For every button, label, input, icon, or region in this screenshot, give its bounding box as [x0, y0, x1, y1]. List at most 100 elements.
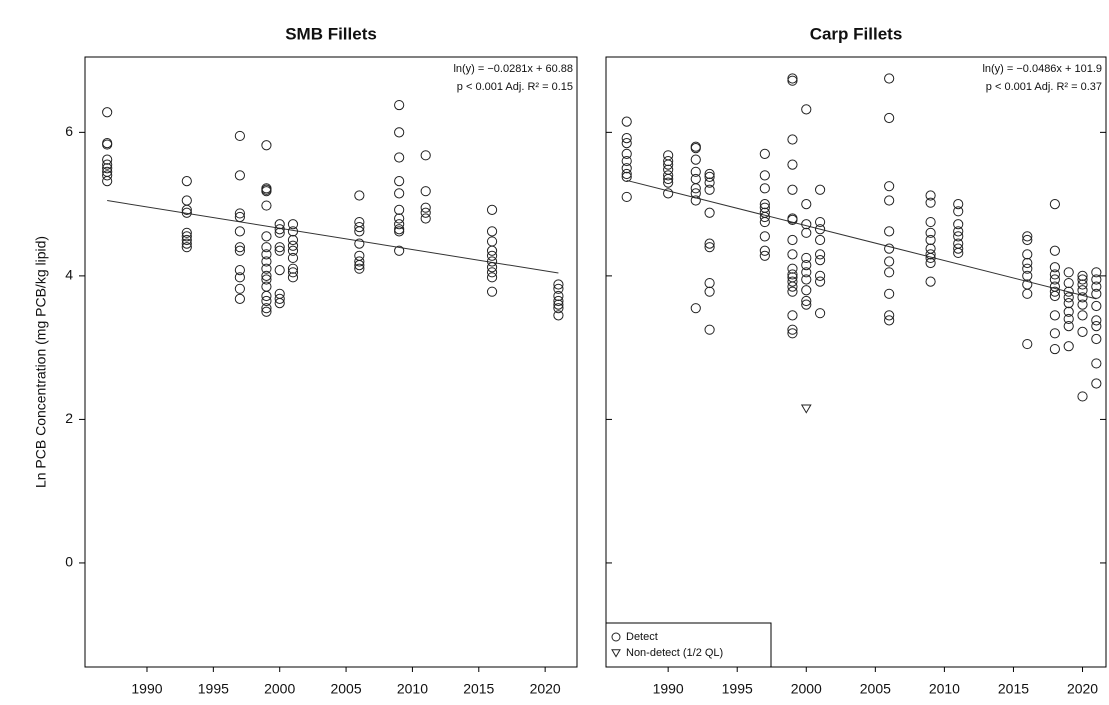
point — [704, 286, 715, 297]
point — [261, 306, 272, 317]
point — [704, 277, 715, 289]
point — [234, 272, 245, 283]
point — [486, 204, 498, 215]
point — [102, 159, 113, 170]
point — [1022, 234, 1033, 246]
point — [690, 143, 701, 154]
point — [884, 181, 895, 192]
point — [801, 274, 812, 285]
point — [787, 134, 798, 145]
point — [621, 132, 632, 144]
point — [261, 200, 272, 211]
y-tick-label: 0 — [65, 554, 73, 570]
point — [1091, 288, 1102, 299]
point — [102, 163, 113, 174]
point — [884, 226, 895, 237]
point — [1049, 328, 1060, 339]
legend-label: Non-detect (1/2 QL) — [626, 647, 723, 659]
point — [801, 295, 812, 307]
point — [394, 245, 405, 256]
point — [884, 315, 895, 326]
point — [1091, 267, 1102, 278]
x-tick-label: 2005 — [860, 681, 891, 697]
point — [953, 243, 964, 254]
point — [1077, 270, 1088, 281]
point — [394, 127, 405, 138]
point — [261, 140, 272, 151]
point — [759, 170, 770, 181]
point — [486, 272, 498, 283]
point — [800, 404, 812, 414]
point — [1077, 299, 1088, 310]
point — [953, 219, 964, 230]
point — [354, 226, 365, 237]
point — [287, 245, 299, 256]
point — [690, 188, 701, 199]
point — [925, 249, 936, 260]
x-tick-label: 1990 — [653, 681, 684, 697]
point — [1091, 315, 1102, 326]
point — [287, 267, 299, 278]
point — [102, 176, 113, 187]
annotation: p < 0.001 Adj. R² = 0.15 — [457, 81, 573, 93]
x-tick-label: 2005 — [330, 681, 361, 697]
point — [394, 152, 405, 163]
point — [486, 262, 498, 273]
point — [814, 308, 826, 319]
point — [787, 310, 798, 321]
point — [787, 276, 798, 287]
point — [621, 171, 632, 182]
point — [814, 234, 826, 246]
point — [1091, 274, 1102, 285]
point — [181, 242, 192, 253]
point — [814, 249, 826, 260]
point — [1077, 391, 1088, 402]
x-tick-label: 2020 — [1067, 681, 1098, 697]
annotation: p < 0.001 Adj. R² = 0.37 — [986, 81, 1102, 93]
point — [1063, 298, 1074, 309]
point — [759, 183, 770, 194]
x-tick-label: 2000 — [264, 681, 295, 697]
point — [234, 130, 245, 142]
point — [787, 281, 798, 292]
point — [394, 219, 405, 230]
point — [486, 256, 498, 267]
point — [394, 188, 405, 199]
point — [704, 324, 715, 335]
point — [690, 303, 701, 314]
point — [884, 243, 895, 254]
point — [261, 295, 272, 307]
point — [553, 299, 564, 310]
point — [925, 257, 936, 269]
point — [1022, 288, 1033, 299]
point — [1022, 249, 1033, 260]
point — [1049, 245, 1060, 256]
point — [663, 173, 674, 185]
point — [102, 154, 113, 165]
point — [261, 303, 272, 314]
x-tick-label: 2010 — [397, 681, 428, 697]
point — [1022, 231, 1033, 242]
point — [704, 238, 715, 249]
point — [274, 227, 285, 238]
point — [1063, 277, 1074, 289]
point — [181, 238, 192, 249]
point — [621, 168, 632, 180]
point — [884, 288, 895, 299]
point — [1077, 292, 1088, 303]
point — [814, 270, 826, 281]
panel-title: Carp Fillets — [810, 24, 903, 43]
point — [801, 285, 812, 296]
point — [663, 170, 674, 181]
point — [1091, 333, 1102, 345]
point — [553, 310, 564, 321]
point — [663, 177, 674, 188]
point — [274, 224, 285, 235]
point — [354, 238, 365, 249]
point — [553, 290, 564, 302]
point — [287, 226, 299, 237]
point — [759, 231, 770, 242]
point — [1049, 269, 1060, 280]
point — [102, 170, 113, 181]
